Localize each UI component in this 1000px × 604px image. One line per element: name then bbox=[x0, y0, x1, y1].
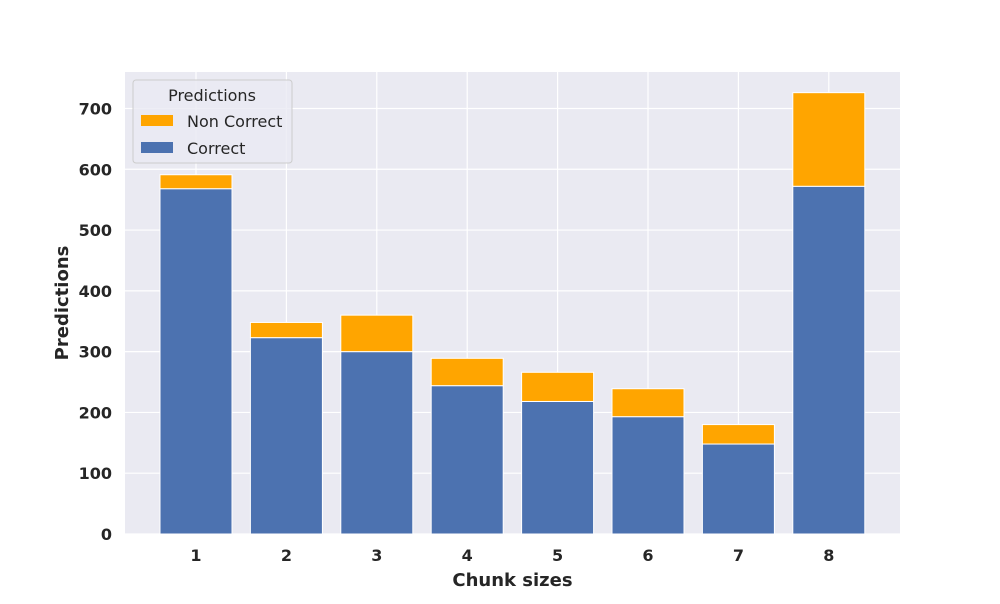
bar-non-correct bbox=[249, 321, 323, 339]
y-tick-label: 300 bbox=[79, 343, 112, 362]
legend: Predictions Non Correct Correct bbox=[132, 79, 293, 164]
bar-correct bbox=[521, 400, 595, 535]
bar-correct bbox=[340, 351, 414, 535]
legend-label: Non Correct bbox=[187, 112, 282, 131]
y-tick-label: 100 bbox=[79, 464, 112, 483]
x-tick-label: 8 bbox=[823, 546, 834, 565]
bar-non-correct bbox=[792, 92, 866, 187]
legend-title: Predictions bbox=[168, 86, 256, 105]
x-tick-label: 1 bbox=[190, 546, 201, 565]
legend-items: Non Correct Correct bbox=[141, 112, 282, 158]
bar-non-correct bbox=[430, 357, 504, 387]
y-axis-title: Predictions bbox=[52, 246, 73, 361]
y-tick-label: 500 bbox=[79, 221, 112, 240]
x-tick-label: 2 bbox=[281, 546, 292, 565]
x-tick-label: 5 bbox=[552, 546, 563, 565]
bars bbox=[159, 92, 866, 535]
bar-correct bbox=[249, 337, 323, 535]
y-tick-label: 600 bbox=[79, 160, 112, 179]
x-tick-label: 6 bbox=[642, 546, 653, 565]
bar-correct bbox=[701, 443, 775, 535]
y-tick-label: 700 bbox=[79, 99, 112, 118]
bar-non-correct bbox=[701, 424, 775, 445]
bar-non-correct bbox=[611, 388, 685, 418]
tick-labels: 0 100 200 300 400 500 600 700 1 2 3 4 5 6 7 8 bbox=[79, 99, 835, 565]
x-tick-label: 7 bbox=[733, 546, 744, 565]
y-tick-label: 200 bbox=[79, 403, 112, 422]
bar-non-correct bbox=[340, 314, 414, 353]
legend-swatch bbox=[141, 115, 173, 126]
legend-swatch bbox=[141, 142, 173, 153]
y-tick-label: 0 bbox=[101, 525, 112, 544]
bar-correct bbox=[430, 385, 504, 535]
x-tick-label: 4 bbox=[462, 546, 473, 565]
bar-correct bbox=[611, 416, 685, 535]
bar-correct bbox=[159, 188, 233, 535]
bar-correct bbox=[792, 185, 866, 535]
bar-non-correct bbox=[521, 371, 595, 402]
bar-non-correct bbox=[159, 174, 233, 190]
x-axis-title: Chunk sizes bbox=[452, 570, 572, 591]
y-tick-label: 400 bbox=[79, 282, 112, 301]
legend-label: Correct bbox=[187, 139, 245, 158]
x-tick-label: 3 bbox=[371, 546, 382, 565]
